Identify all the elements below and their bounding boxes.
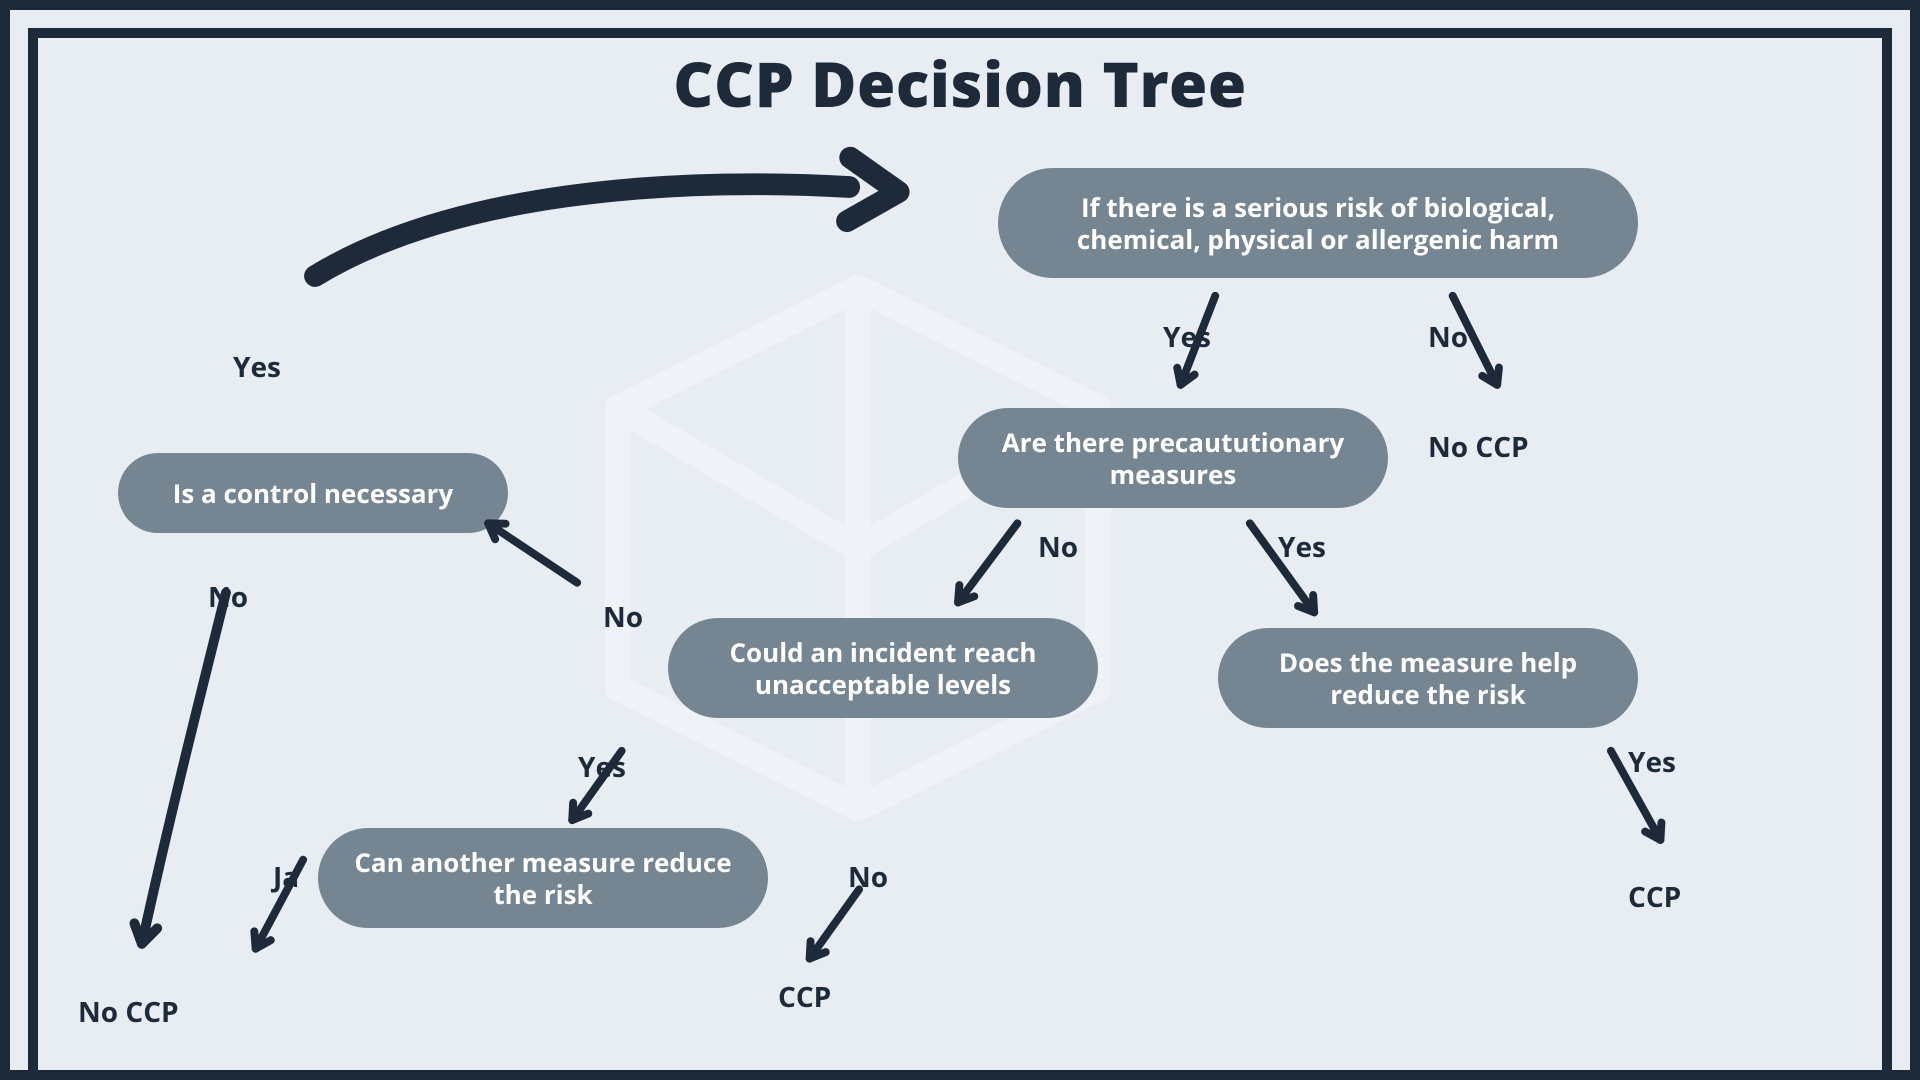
outer-frame: CCP Decision Tree If there is a serious …: [0, 0, 1920, 1080]
diagram-canvas: CCP Decision Tree If there is a serious …: [28, 28, 1892, 1070]
arrows-layer: [38, 38, 1882, 1070]
